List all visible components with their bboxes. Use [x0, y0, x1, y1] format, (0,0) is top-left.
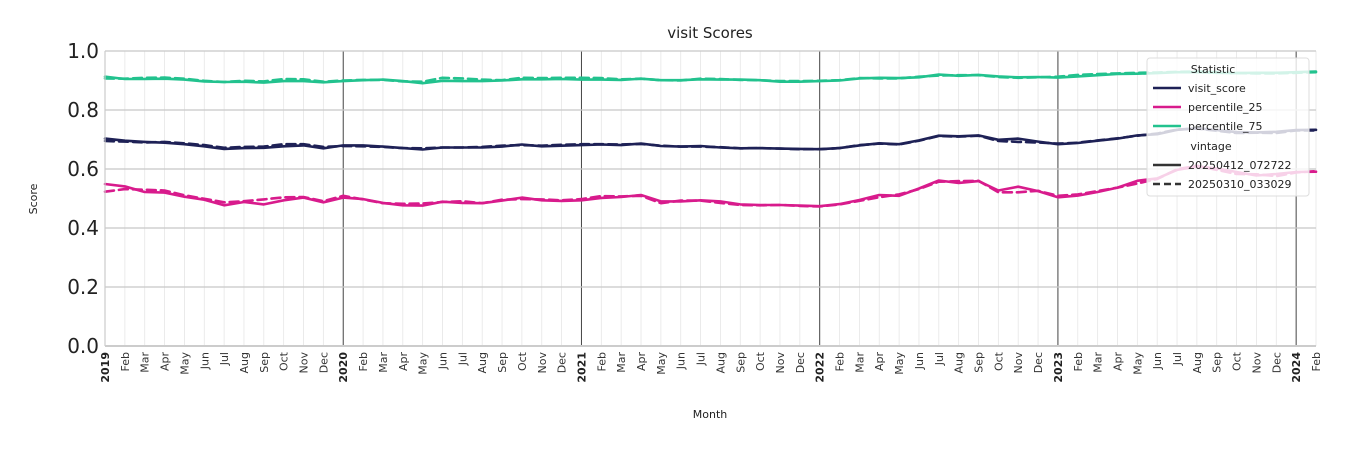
- x-tick-label-year: 2022: [814, 352, 827, 383]
- x-tick-label-month: Jun: [913, 352, 926, 370]
- y-tick-label: 1.0: [67, 39, 99, 63]
- legend-label-percentile-75: percentile_75: [1188, 120, 1263, 133]
- x-axis-label: Month: [693, 408, 728, 421]
- x-tick-label-month: Oct: [278, 351, 291, 371]
- x-tick-label-month: Jul: [695, 352, 708, 366]
- x-tick-label-month: May: [893, 352, 906, 375]
- x-tick-label-month: May: [1131, 352, 1144, 375]
- series-line-percentile-75-solid: [103, 70, 1318, 85]
- x-tick-label-month: Mar: [853, 352, 866, 373]
- x-tick-label-year: 2024: [1290, 352, 1303, 383]
- x-tick-label-month: Oct: [754, 351, 767, 371]
- x-tick-label-month: Aug: [714, 352, 727, 373]
- x-tick-label-month: Feb: [834, 352, 847, 371]
- x-tick-label-month: Aug: [476, 352, 489, 373]
- legend-label-visit-score: visit_score: [1188, 82, 1246, 95]
- x-tick-label-month: Nov: [1012, 352, 1025, 374]
- x-tick-label-month: Feb: [119, 352, 132, 371]
- x-tick-label-month: Oct: [992, 351, 1005, 371]
- legend-label-vintage-1: 20250412_072722: [1188, 159, 1291, 172]
- x-tick-label-month: Mar: [139, 352, 152, 373]
- x-tick-label-month: Apr: [159, 352, 172, 372]
- x-tick-label-month: Dec: [556, 352, 569, 373]
- x-tick-label-month: Nov: [774, 352, 787, 374]
- x-tick-label-month: Sep: [496, 352, 509, 373]
- legend-box: [1146, 57, 1310, 197]
- x-tick-label-month: Feb: [1310, 352, 1323, 371]
- y-tick-label: 0.2: [67, 275, 99, 299]
- x-tick-label-month: Mar: [377, 352, 390, 373]
- x-tick-label-month: Apr: [1111, 352, 1124, 372]
- y-axis-label: Score: [27, 183, 40, 214]
- x-tick-label-month: Dec: [1270, 352, 1283, 373]
- x-tick-label-month: Dec: [317, 352, 330, 373]
- x-tick-label-year: 2020: [337, 352, 350, 383]
- x-tick-label-month: Jun: [675, 352, 688, 370]
- x-tick-label-month: Apr: [397, 352, 410, 372]
- y-tick-label: 0.0: [67, 334, 99, 358]
- x-tick-label-month: Aug: [1191, 352, 1204, 373]
- x-tick-label-month: Sep: [1211, 352, 1224, 373]
- y-tick-label: 0.8: [67, 98, 99, 122]
- x-tick-label-month: May: [178, 352, 191, 375]
- series-line-visit-score-solid: [103, 127, 1318, 151]
- x-tick-label-month: Jun: [1151, 352, 1164, 370]
- x-tick-label-month: Apr: [873, 352, 886, 372]
- series-lines: [103, 70, 1318, 208]
- x-tick-label-month: May: [655, 352, 668, 375]
- x-tick-label-month: Aug: [953, 352, 966, 373]
- legend-title-vintage: vintage: [1190, 140, 1232, 153]
- x-tick-label-month: Nov: [298, 352, 311, 374]
- x-tick-label-month: May: [417, 352, 430, 375]
- x-tick-label-month: Jul: [456, 352, 469, 366]
- x-tick-label-year: 2019: [99, 352, 112, 383]
- x-tick-label-month: Feb: [1072, 352, 1085, 371]
- x-tick-label-month: Jul: [218, 352, 231, 366]
- chart-title: visit Scores: [667, 24, 753, 42]
- x-tick-label-month: Sep: [258, 352, 271, 373]
- legend-label-percentile-25: percentile_25: [1188, 101, 1263, 114]
- x-tick-label-month: Mar: [615, 352, 628, 373]
- x-tick-label-month: Aug: [238, 352, 251, 373]
- legend-label-vintage-2: 20250310_033029: [1188, 178, 1291, 191]
- y-tick-label: 0.4: [67, 216, 99, 240]
- x-tick-label-month: Jun: [198, 352, 211, 370]
- x-tick-label-month: Nov: [1250, 352, 1263, 374]
- x-tick-label-month: Oct: [516, 351, 529, 371]
- y-tick-label: 0.6: [67, 157, 99, 181]
- x-tick-label-month: Nov: [536, 352, 549, 374]
- x-tick-label-month: Sep: [973, 352, 986, 373]
- x-tick-label-month: Sep: [734, 352, 747, 373]
- x-tick-label-month: Jul: [1171, 352, 1184, 366]
- legend: Statistic visit_score percentile_25 perc…: [1146, 57, 1310, 197]
- legend-title-statistic: Statistic: [1191, 63, 1236, 76]
- x-tick-label-month: Dec: [1032, 352, 1045, 373]
- x-tick-label-month: Dec: [794, 352, 807, 373]
- series-line-percentile-25-solid: [103, 165, 1318, 208]
- x-tick-label-month: Jul: [933, 352, 946, 366]
- x-tick-label-month: Jun: [436, 352, 449, 370]
- x-tick-label-year: 2023: [1052, 352, 1065, 383]
- x-tick-label-year: 2021: [575, 352, 588, 383]
- x-tick-label-month: Feb: [357, 352, 370, 371]
- x-tick-label-month: Mar: [1092, 352, 1105, 373]
- x-tick-label-month: Apr: [635, 352, 648, 372]
- axes: 0.0 0.2 0.4 0.6 0.8 1.0 2019 Feb Mar Apr May Jun Jul…: [67, 39, 1323, 383]
- x-tick-label-month: Feb: [595, 352, 608, 371]
- x-tick-label-month: Oct: [1231, 351, 1244, 371]
